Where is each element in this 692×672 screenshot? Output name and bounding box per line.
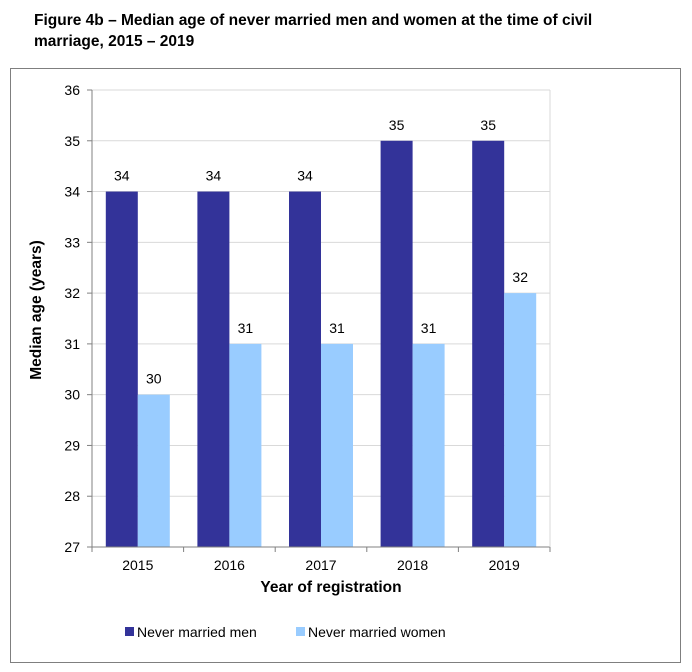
bar-never-married-men	[472, 140, 505, 547]
data-label: 34	[114, 168, 130, 184]
y-axis-label: Median age (years)	[28, 240, 45, 380]
y-tick-label: 30	[64, 387, 80, 403]
y-tick-label: 27	[64, 539, 80, 555]
bar-never-married-men	[289, 191, 321, 548]
bars	[105, 140, 537, 548]
x-tick-label: 2018	[397, 557, 428, 573]
axes: 27 28 29 30 31 32 33 34 35 36 2015 2016 2017 2018 2019	[64, 82, 551, 573]
bar-never-married-women	[137, 394, 170, 547]
y-tick-label: 34	[64, 184, 80, 200]
figure-title-line-1: Figure 4b – Median age of never married …	[34, 12, 593, 29]
y-tick-label: 36	[64, 82, 80, 98]
legend-swatch-men	[125, 627, 134, 636]
bar-never-married-women	[229, 343, 262, 547]
bar-never-married-women	[321, 343, 353, 547]
data-label: 32	[512, 269, 528, 285]
data-label: 35	[480, 117, 496, 133]
y-tick-label: 28	[64, 488, 80, 504]
data-label: 34	[297, 168, 313, 184]
chart-frame: 34 30 34 31 34 31 35 31 35 32 27 28 29 30 31 32 33 34 35 3…	[10, 68, 681, 663]
y-tick-label: 29	[64, 437, 80, 453]
legend-label-men: Never married men	[137, 624, 257, 640]
data-label: 30	[146, 371, 162, 387]
y-tick-label: 33	[64, 234, 80, 250]
y-tick-label: 35	[64, 133, 80, 149]
bar-never-married-men	[105, 191, 138, 548]
bar-never-married-women	[504, 293, 537, 547]
legend-swatch-women	[296, 627, 305, 636]
x-tick-label: 2016	[214, 557, 245, 573]
x-tick-label: 2019	[489, 557, 520, 573]
figure-title: Figure 4b – Median age of never married …	[34, 10, 684, 52]
y-tick-label: 31	[64, 336, 80, 352]
data-labels: 34 30 34 31 34 31 35 31 35 32	[114, 117, 528, 387]
bar-never-married-men	[197, 191, 230, 548]
data-label: 35	[389, 117, 405, 133]
x-axis-label: Year of registration	[260, 579, 401, 596]
data-label: 31	[329, 320, 345, 336]
data-label: 31	[421, 320, 437, 336]
data-label: 34	[206, 168, 222, 184]
y-tick-label: 32	[64, 285, 80, 301]
legend: Never married men Never married women	[125, 624, 446, 640]
figure-title-line-2: marriage, 2015 – 2019	[34, 33, 195, 50]
x-tick-label: 2015	[122, 557, 153, 573]
bar-never-married-women	[412, 343, 445, 547]
bar-never-married-men	[380, 140, 413, 547]
legend-label-women: Never married women	[308, 624, 446, 640]
x-tick-label: 2017	[305, 557, 336, 573]
data-label: 31	[238, 320, 254, 336]
